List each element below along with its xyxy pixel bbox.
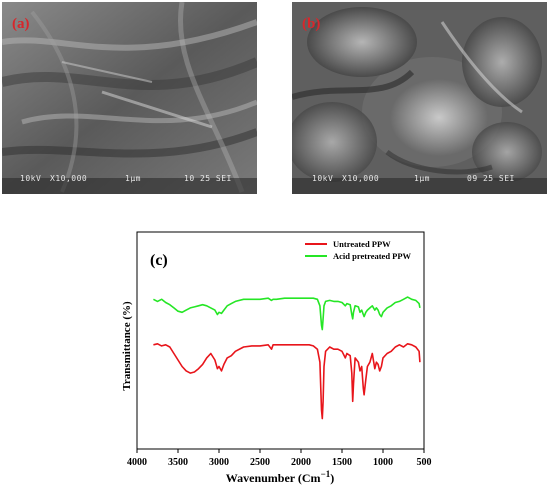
sem-image-a: (a) 10kV X10,000 1μm 10 25 SEI [2,2,257,194]
x-axis: 4000 3500 3000 2500 2000 1500 1000 500 [127,449,432,468]
legend-label-1: Acid pretreated PPW [333,251,412,261]
sem-magnification-a: X10,000 [50,174,88,183]
sem-texture-a [2,2,257,194]
x-axis-label-sup: −1 [321,469,331,479]
x-axis-label-tail: ) [330,471,334,485]
sem-code-a: 10 25 SEI [184,174,232,183]
sem-info-bar-b: 10kV X10,000 1μm 09 25 SEI [292,172,547,186]
sem-scale-a: 1μm [125,174,141,183]
x-tick-label: 500 [417,457,432,468]
series-line-0 [153,343,421,420]
panel-label-a: (a) [12,16,30,32]
series-line-1 [153,296,421,331]
legend: Untreated PPW Acid pretreated PPW [305,239,412,261]
x-tick-label: 4000 [127,457,147,468]
x-axis-label-main: Wavenumber (Cm [226,471,321,485]
ftir-chart: (c) 4000 3500 3000 2500 2000 1500 1000 500 Untr… [121,231,432,485]
x-tick-label: 2500 [250,457,270,468]
plot-frame [136,231,425,450]
sem-image-b: (b) 10kV X10,000 1μm 09 25 SEI [292,2,547,194]
x-tick-label: 2000 [291,457,311,468]
sem-info-bar-a: 10kV X10,000 1μm 10 25 SEI [2,172,257,186]
legend-label-0: Untreated PPW [333,239,391,249]
sem-magnification-b: X10,000 [342,174,380,183]
sem-voltage-b: 10kV [312,174,334,183]
series-layer [153,296,421,420]
sem-code-b: 09 25 SEI [467,174,515,183]
x-tick-label: 1000 [373,457,393,468]
x-tick-label: 3500 [168,457,188,468]
sem-texture-b [292,2,547,194]
x-tick-label: 1500 [332,457,352,468]
panel-label-c: (c) [150,252,168,269]
panel-label-b: (b) [302,16,321,32]
x-axis-label: Wavenumber (Cm−1) [226,469,334,485]
y-axis-label: Transmittance (%) [121,301,133,391]
sem-voltage-a: 10kV [20,174,42,183]
sem-scale-b: 1μm [414,174,430,183]
x-tick-label: 3000 [209,457,229,468]
